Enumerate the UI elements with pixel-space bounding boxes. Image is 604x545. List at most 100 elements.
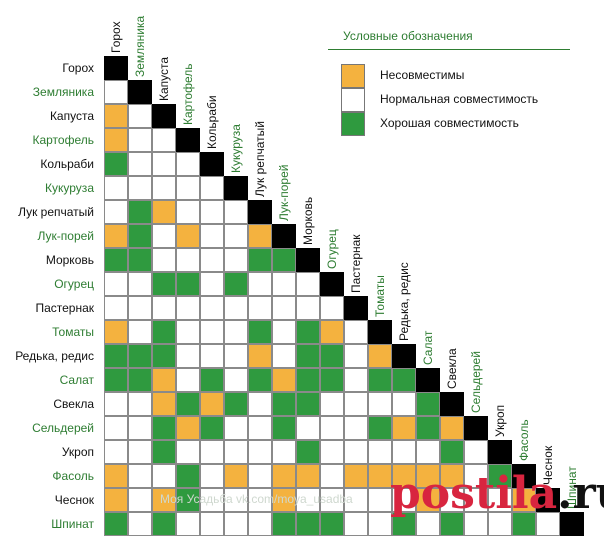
compat-cell	[104, 488, 128, 512]
diagonal-cell	[320, 272, 344, 296]
compat-cell	[152, 440, 176, 464]
compat-cell	[272, 272, 296, 296]
row-label: Томаты	[52, 325, 94, 339]
diagonal-cell	[272, 224, 296, 248]
compat-cell	[128, 440, 152, 464]
compat-cell	[224, 200, 248, 224]
compat-cell	[128, 392, 152, 416]
compat-cell	[152, 200, 176, 224]
row-label: Лук-порей	[37, 229, 94, 243]
compat-cell	[224, 296, 248, 320]
compat-cell	[536, 512, 560, 536]
compat-cell	[152, 392, 176, 416]
compat-cell	[224, 392, 248, 416]
compat-cell	[368, 368, 392, 392]
compat-cell	[200, 392, 224, 416]
compat-cell	[296, 344, 320, 368]
compat-cell	[200, 248, 224, 272]
compat-cell	[104, 176, 128, 200]
legend-title: Условные обозначения	[343, 29, 473, 43]
brand-part1: postila	[390, 468, 558, 519]
compat-cell	[224, 320, 248, 344]
compat-cell	[416, 440, 440, 464]
row-label: Земляника	[32, 85, 94, 99]
compat-cell	[128, 368, 152, 392]
compat-cell	[272, 296, 296, 320]
column-label: Томаты	[373, 275, 387, 317]
diagonal-cell	[416, 368, 440, 392]
row-label: Салат	[59, 373, 94, 387]
compat-cell	[128, 248, 152, 272]
compat-cell	[488, 512, 512, 536]
compat-cell	[320, 416, 344, 440]
column-label: Картофель	[181, 63, 195, 125]
compat-cell	[128, 104, 152, 128]
column-label: Пастернак	[349, 234, 363, 293]
compat-cell	[176, 416, 200, 440]
compat-cell	[200, 200, 224, 224]
compat-cell	[152, 344, 176, 368]
row-label: Свекла	[53, 397, 94, 411]
compat-cell	[464, 440, 488, 464]
compat-cell	[152, 488, 176, 512]
compat-cell	[200, 344, 224, 368]
compat-cell	[248, 320, 272, 344]
compat-cell	[128, 464, 152, 488]
diagonal-cell	[224, 176, 248, 200]
legend-underline	[328, 49, 570, 50]
compat-cell	[104, 272, 128, 296]
compat-cell	[104, 224, 128, 248]
column-label: Земляника	[133, 15, 147, 77]
legend-swatch-normal	[341, 88, 365, 112]
diagonal-cell	[200, 152, 224, 176]
compat-cell	[440, 512, 464, 536]
column-label: Кукуруза	[229, 124, 243, 173]
legend-swatch-incompatible	[341, 64, 365, 88]
compat-cell	[224, 464, 248, 488]
compat-cell	[320, 464, 344, 488]
compat-cell	[368, 416, 392, 440]
compat-cell	[248, 368, 272, 392]
compat-cell	[392, 416, 416, 440]
compat-cell	[296, 368, 320, 392]
compat-cell	[200, 416, 224, 440]
compat-cell	[464, 512, 488, 536]
legend-label-good: Хорошая совместимость	[380, 116, 519, 130]
compat-cell	[440, 416, 464, 440]
compat-cell	[416, 464, 440, 488]
compat-cell	[104, 320, 128, 344]
diagonal-cell	[536, 488, 560, 512]
compat-cell	[128, 224, 152, 248]
compat-cell	[200, 296, 224, 320]
compat-cell	[296, 272, 320, 296]
compat-cell	[248, 296, 272, 320]
row-label: Огурец	[54, 277, 94, 291]
row-label: Лук репчатый	[18, 205, 94, 219]
compat-cell	[392, 512, 416, 536]
compat-cell	[104, 440, 128, 464]
compat-cell	[320, 392, 344, 416]
compat-cell	[416, 416, 440, 440]
diagonal-cell	[152, 104, 176, 128]
compat-cell	[104, 392, 128, 416]
compat-cell	[368, 488, 392, 512]
row-label: Картофель	[32, 133, 94, 147]
compat-cell	[272, 512, 296, 536]
diagonal-cell	[560, 512, 584, 536]
compat-cell	[248, 344, 272, 368]
diagonal-cell	[440, 392, 464, 416]
compat-cell	[272, 488, 296, 512]
compat-cell	[224, 344, 248, 368]
compat-cell	[272, 344, 296, 368]
compat-cell	[104, 416, 128, 440]
compat-cell	[344, 392, 368, 416]
compat-cell	[248, 392, 272, 416]
compat-cell	[104, 512, 128, 536]
compat-cell	[296, 320, 320, 344]
row-label: Укроп	[61, 445, 94, 459]
compat-cell	[176, 176, 200, 200]
compat-cell	[344, 512, 368, 536]
compat-cell	[200, 176, 224, 200]
column-label: Лук репчатый	[253, 121, 267, 197]
compat-cell	[272, 392, 296, 416]
